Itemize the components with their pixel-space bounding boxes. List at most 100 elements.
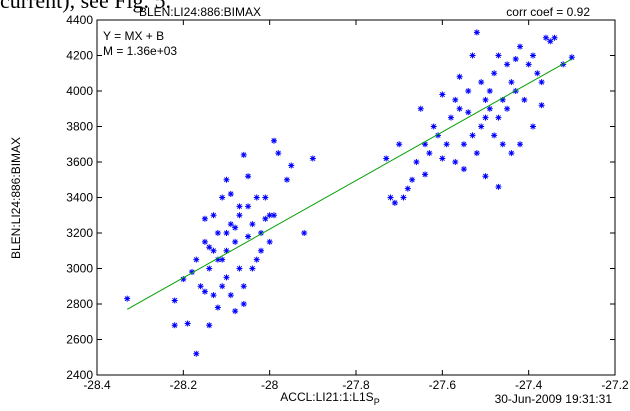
scatter-point [443, 141, 450, 148]
scatter-point [547, 38, 554, 45]
scatter-point [499, 141, 506, 148]
x-tick-label: -27.8 [342, 378, 370, 392]
scatter-point [270, 212, 277, 219]
scatter-point [258, 247, 265, 254]
scatter-point [409, 176, 416, 183]
scatter-point [184, 320, 191, 327]
scatter-point [400, 194, 407, 201]
scatter-point [206, 244, 213, 251]
scatter-point [473, 150, 480, 157]
y-tick-label: 2800 [66, 297, 93, 311]
scatter-point [452, 159, 459, 165]
scatter-point [456, 73, 463, 80]
scatter-point [534, 70, 541, 77]
scatter-point [499, 96, 506, 103]
scatter-point [529, 123, 536, 130]
x-tick-label: -27.4 [515, 378, 543, 392]
scatter-point [219, 256, 226, 263]
scatter-point [253, 194, 260, 201]
scatter-point [387, 194, 394, 201]
scatter-point [538, 102, 545, 109]
scatter-point [482, 173, 489, 180]
scatter-point [426, 150, 433, 157]
scatter-point [227, 292, 234, 299]
scatter-point [491, 132, 498, 139]
x-label-subscript: P [374, 397, 380, 406]
scatter-point [529, 52, 536, 59]
scatter-point [439, 91, 446, 98]
scatter-point [240, 283, 247, 290]
scatter-point [214, 304, 221, 311]
scatter-point [508, 79, 515, 86]
scatter-point [430, 123, 437, 130]
scatter-point [551, 34, 558, 41]
y-tick-label: 2600 [66, 333, 93, 347]
scatter-point [236, 203, 243, 210]
scatter-point [542, 34, 549, 41]
y-tick-label: 3200 [66, 226, 93, 240]
scatter-point [232, 224, 239, 231]
timestamp: 30-Jun-2009 19:31:31 [495, 392, 613, 406]
scatter-point [219, 283, 226, 290]
scatter-point [568, 54, 575, 61]
scatter-point [495, 52, 502, 59]
scatter-point [193, 350, 200, 357]
x-tick-label: -27.2 [601, 378, 629, 392]
scatter-point [508, 150, 515, 157]
scatter-point [245, 233, 252, 240]
scatter-point [214, 256, 221, 263]
x-tick-label: -28.4 [83, 378, 111, 392]
scatter-point [227, 190, 234, 197]
scatter-point [469, 52, 476, 59]
scatter-point [413, 159, 420, 165]
scatter-point [249, 265, 256, 272]
scatter-point [262, 194, 269, 201]
scatter-point [275, 150, 282, 157]
scatter-point [201, 288, 208, 295]
scatter-point [504, 61, 511, 68]
fit-line [126, 58, 573, 310]
scatter-point [219, 194, 226, 201]
scatter-point [495, 114, 502, 121]
scatter-point [206, 265, 213, 272]
scatter-point [473, 29, 480, 36]
scatter-point [253, 256, 260, 263]
scatter-point [240, 151, 247, 158]
x-axis-label: ACCL:LI21:1:L1SP [280, 390, 379, 406]
scatter-point [266, 238, 273, 245]
y-tick-label: 3600 [66, 155, 93, 169]
x-label-text: ACCL:LI21:1:L1S [280, 390, 373, 404]
y-tick-label: 4200 [66, 49, 93, 63]
scatter-point [452, 96, 459, 103]
chart-title: BLEN:LI24:886:BIMAX [139, 5, 261, 19]
scatter-point [538, 79, 545, 86]
scatter-point [210, 292, 217, 299]
y-tick-label: 3400 [66, 191, 93, 205]
corr-label: corr coef = 0.92 [506, 5, 590, 19]
scatter-point [171, 297, 178, 304]
scatter-point [245, 203, 252, 210]
scatter-point [465, 109, 472, 116]
scatter-point [469, 132, 476, 139]
scatter-point [465, 88, 472, 94]
x-tick-label: -28 [261, 378, 279, 392]
scatter-point [456, 105, 463, 112]
scatter-point [240, 301, 247, 307]
scatter-point [422, 171, 429, 178]
scatter-point [124, 295, 131, 302]
scatter-point [517, 43, 524, 50]
scatter-point [227, 221, 234, 228]
scatter-point [249, 221, 256, 228]
scatter-point [422, 141, 429, 148]
scatter-point [214, 230, 221, 236]
scatter-point [262, 215, 269, 222]
annotation: Y = MX + B [103, 29, 164, 43]
scatter-point [495, 183, 502, 190]
scatter-point [232, 238, 239, 245]
scatter-point [223, 274, 230, 281]
scatter-point [188, 269, 195, 276]
y-tick-label: 3800 [66, 120, 93, 134]
scatter-point [447, 114, 454, 121]
